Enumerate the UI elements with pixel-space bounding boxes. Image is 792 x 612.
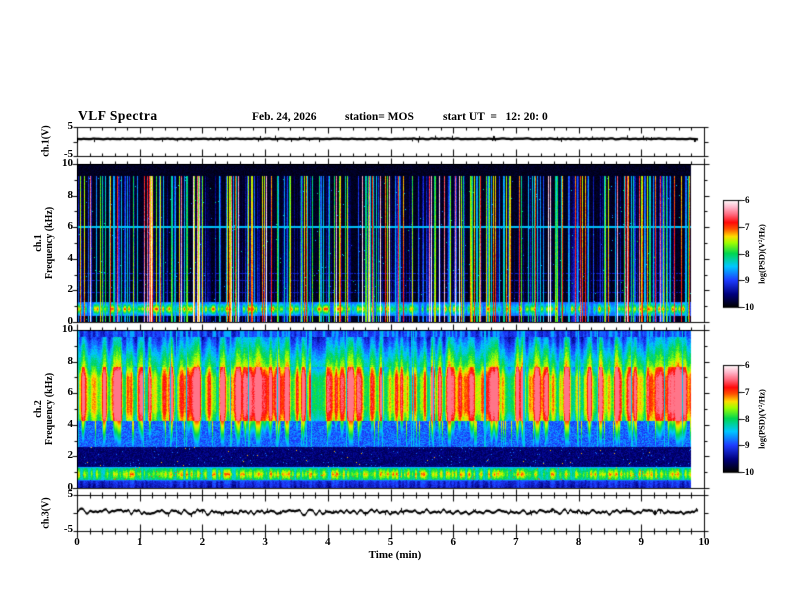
header-start-ut: start UT = 12: 20: 0 — [443, 111, 548, 123]
ch2-frequency-axis-label-channel: ch.2 — [33, 400, 44, 418]
time-tick-label: 0 — [74, 536, 80, 548]
time-tick-label: 3 — [262, 536, 268, 548]
frequency-tick-label: 0 — [67, 315, 74, 327]
frequency-tick-label: 6 — [67, 386, 74, 399]
time-tick-label: 5 — [387, 536, 394, 548]
colorbar-tick-label: -9 — [742, 275, 750, 286]
frequency-tick-label: 8 — [67, 188, 74, 201]
frequency-tick-label: 8 — [67, 354, 74, 367]
ch2-frequency-axis-label: ch.2 Frequency (kHz) — [33, 373, 55, 445]
time-tick-label: 8 — [575, 536, 582, 548]
colorbar-tick-label: -7 — [742, 386, 750, 397]
voltage-tick-label: 5 — [67, 488, 74, 500]
time-tick-label: 6 — [450, 536, 456, 548]
colorbar-tick-label: -7 — [742, 221, 750, 232]
voltage-tick-label: 5 — [67, 120, 74, 132]
time-tick-label: 10 — [698, 536, 710, 548]
frequency-tick-label: 2 — [67, 283, 74, 296]
time-tick-label: 9 — [638, 536, 645, 548]
frequency-tick-label: 10 — [62, 157, 73, 169]
time-axis-title: Time (min) — [368, 549, 422, 561]
frequency-tick-label: 6 — [67, 220, 74, 233]
frequency-tick-label: 0 — [67, 481, 74, 493]
colorbar-tick-label: -8 — [742, 413, 750, 424]
colorbar-tick-label: -6 — [742, 360, 750, 370]
time-tick-label: 7 — [513, 536, 519, 548]
frequency-tick-label: 4 — [67, 417, 74, 430]
colorbar-tick-label: -10 — [742, 467, 754, 477]
figure-title: VLF Spectra — [78, 108, 158, 123]
colorbar-tick-label: -6 — [742, 195, 750, 205]
time-tick-label: 2 — [199, 536, 206, 548]
time-tick-label: 4 — [325, 536, 331, 548]
colorbar-tick-label: -8 — [742, 248, 750, 259]
time-tick-label: 1 — [136, 536, 143, 548]
header-date: Feb. 24, 2026 — [252, 111, 317, 123]
frequency-tick-label: 10 — [62, 323, 73, 335]
ch2-frequency-axis-label-unit: Frequency (kHz) — [44, 372, 55, 446]
ch1-frequency-axis-label: ch.1 Frequency (kHz) — [33, 207, 55, 279]
voltage-tick-label: -5 — [63, 148, 73, 160]
frequency-tick-label: 4 — [67, 251, 74, 264]
ch1-frequency-axis-label-unit: Frequency (kHz) — [44, 206, 55, 280]
header-station: station= MOS — [345, 111, 414, 123]
ch1-frequency-axis-label-channel: ch.1 — [33, 234, 44, 252]
voltage-tick-label: -5 — [63, 523, 73, 535]
colorbar-tick-label: -9 — [742, 440, 750, 451]
colorbar-tick-label: -10 — [742, 302, 754, 312]
frequency-tick-label: 2 — [67, 449, 74, 462]
